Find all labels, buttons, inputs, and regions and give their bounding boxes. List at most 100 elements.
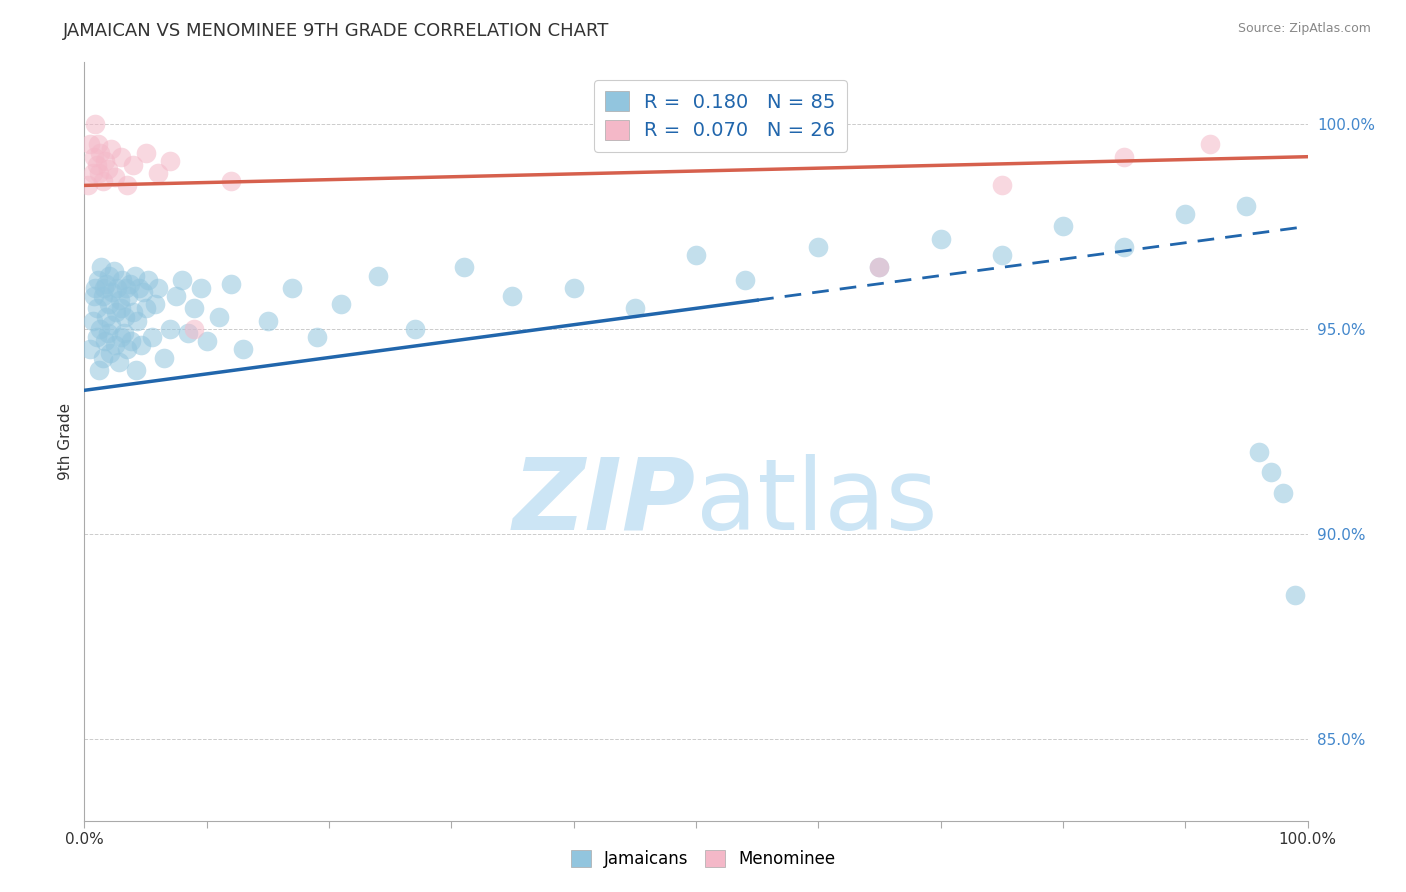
Point — [97, 297, 120, 311]
Point — [91, 351, 114, 365]
Point — [146, 281, 169, 295]
Point — [111, 273, 134, 287]
Point — [562, 281, 585, 295]
Point — [404, 322, 426, 336]
Point — [89, 322, 111, 336]
Point — [82, 166, 104, 180]
Point — [183, 301, 205, 316]
Point — [87, 363, 110, 377]
Point — [1260, 465, 1282, 479]
Point — [330, 297, 353, 311]
Point — [98, 346, 121, 360]
Y-axis label: 9th Grade: 9th Grade — [58, 403, 73, 480]
Point — [869, 260, 891, 275]
Point — [125, 313, 148, 327]
Point — [89, 145, 111, 160]
Point — [86, 301, 108, 316]
Point — [177, 326, 200, 340]
Point — [129, 338, 152, 352]
Point — [991, 248, 1014, 262]
Point — [281, 281, 304, 295]
Point — [94, 153, 117, 168]
Point — [110, 330, 132, 344]
Point — [1272, 485, 1295, 500]
Point — [195, 334, 218, 348]
Point — [146, 166, 169, 180]
Point — [120, 334, 142, 348]
Point — [1236, 199, 1258, 213]
Point — [807, 240, 830, 254]
Point — [1174, 207, 1197, 221]
Point — [97, 326, 120, 340]
Text: ZIP: ZIP — [513, 454, 696, 550]
Point — [172, 273, 194, 287]
Point — [117, 289, 139, 303]
Point — [305, 330, 328, 344]
Point — [87, 166, 110, 180]
Point — [110, 150, 132, 164]
Point — [105, 281, 128, 295]
Point — [93, 281, 115, 295]
Point — [190, 281, 212, 295]
Point — [125, 363, 148, 377]
Point — [208, 310, 231, 324]
Point — [124, 268, 146, 283]
Point — [115, 281, 138, 295]
Point — [103, 264, 125, 278]
Point — [1052, 219, 1074, 234]
Point — [87, 137, 110, 152]
Point — [101, 285, 124, 299]
Point — [100, 141, 122, 155]
Legend: R =  0.180   N = 85, R =  0.070   N = 26: R = 0.180 N = 85, R = 0.070 N = 26 — [593, 79, 848, 152]
Point — [128, 281, 150, 295]
Point — [77, 178, 100, 193]
Point — [1114, 150, 1136, 164]
Point — [219, 174, 242, 188]
Point — [100, 318, 122, 332]
Point — [219, 277, 242, 291]
Point — [159, 322, 181, 336]
Point — [1247, 444, 1270, 458]
Point — [79, 137, 101, 152]
Point — [110, 301, 132, 316]
Point — [624, 301, 647, 316]
Point — [96, 277, 118, 291]
Point — [97, 268, 120, 283]
Point — [104, 170, 127, 185]
Point — [453, 260, 475, 275]
Point — [94, 334, 117, 348]
Point — [86, 330, 108, 344]
Point — [97, 161, 120, 176]
Point — [132, 285, 155, 299]
Point — [1198, 137, 1220, 152]
Point — [91, 289, 114, 303]
Point — [86, 158, 108, 172]
Point — [83, 150, 105, 164]
Point — [929, 232, 952, 246]
Point — [96, 310, 118, 324]
Point — [91, 174, 114, 188]
Point — [502, 289, 524, 303]
Point — [159, 153, 181, 168]
Point — [153, 351, 176, 365]
Point — [122, 305, 145, 319]
Point — [869, 260, 891, 275]
Point — [135, 301, 157, 316]
Point — [136, 273, 159, 287]
Point — [105, 305, 128, 319]
Point — [135, 145, 157, 160]
Point — [107, 354, 129, 368]
Point — [118, 277, 141, 291]
Point — [367, 268, 389, 283]
Point — [104, 338, 127, 352]
Point — [114, 310, 136, 324]
Point — [183, 322, 205, 336]
Point — [90, 260, 112, 275]
Point — [83, 289, 105, 303]
Point — [165, 289, 187, 303]
Text: Source: ZipAtlas.com: Source: ZipAtlas.com — [1237, 22, 1371, 36]
Point — [115, 343, 138, 357]
Point — [87, 273, 110, 287]
Point — [143, 297, 166, 311]
Point — [1284, 588, 1306, 602]
